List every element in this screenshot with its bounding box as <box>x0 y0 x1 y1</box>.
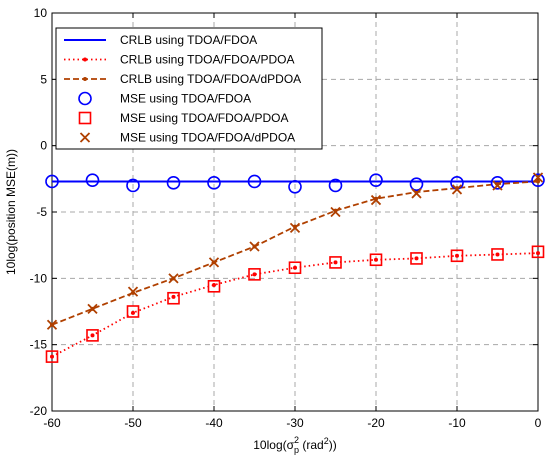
data-point-square <box>167 291 180 305</box>
data-point-circle <box>288 179 302 194</box>
series-4 <box>45 173 545 194</box>
data-point-dot <box>536 251 540 256</box>
x-tick-label: -20 <box>367 416 385 430</box>
data-point-square <box>248 268 261 281</box>
data-point-square <box>531 245 545 259</box>
series-6 <box>46 172 544 330</box>
data-point-circle <box>490 176 505 190</box>
legend-label: CRLB using TDOA/FDOA <box>120 33 257 47</box>
data-point-circle <box>126 178 140 193</box>
y-tick-label: -10 <box>30 271 48 285</box>
y-tick-label: -15 <box>30 338 48 352</box>
data-point-circle <box>409 177 424 191</box>
data-point-dot <box>414 256 419 261</box>
series-layer <box>45 172 545 363</box>
data-point-square <box>369 253 383 267</box>
legend-box <box>55 27 323 150</box>
data-point-dot <box>83 77 87 81</box>
data-point-dot <box>83 57 87 62</box>
y-tick-label: -5 <box>36 205 47 219</box>
legend-label: CRLB using TDOA/FDOA/PDOA <box>120 53 295 67</box>
data-point-circle <box>78 91 92 106</box>
data-point-x <box>46 319 58 330</box>
grid-lines <box>52 13 538 411</box>
data-point-x <box>127 286 139 297</box>
legend-item: CRLB using TDOA/FDOA/PDOA <box>64 53 295 67</box>
data-point-dot <box>171 294 176 299</box>
x-tick-label: 0 <box>535 416 542 430</box>
data-point-dot <box>333 260 338 265</box>
data-point-circle <box>369 173 383 187</box>
data-point-x <box>87 303 98 314</box>
data-point-square <box>491 248 504 261</box>
data-point-circle <box>247 174 262 189</box>
y-tick-label: -20 <box>30 404 48 418</box>
x-axis-label-text: 10log(σp2 (rad2)) <box>253 435 337 455</box>
data-point-dot <box>252 272 257 277</box>
y-tick-label: 0 <box>40 139 47 153</box>
series-2 <box>50 251 540 359</box>
data-point-x <box>411 188 422 199</box>
data-point-square <box>86 329 99 342</box>
x-axis-label: 10log(σp2 (rad2)) <box>253 435 337 455</box>
legend-item: MSE using TDOA/FDOA/PDOA <box>78 111 289 125</box>
data-point-square <box>78 111 92 125</box>
data-point-dot <box>374 257 378 262</box>
series-5 <box>45 245 545 363</box>
data-point-circle <box>85 173 100 187</box>
data-point-dot <box>455 253 459 258</box>
data-point-x <box>451 184 463 195</box>
data-point-square <box>288 261 302 275</box>
data-point-dot <box>90 333 95 338</box>
data-point-circle <box>166 176 181 190</box>
x-tick-label: -10 <box>448 416 466 430</box>
y-tick-label: 10 <box>34 6 48 20</box>
y-axis: -20 -15 -10 -5 0 5 10 <box>30 6 538 418</box>
data-point-x <box>208 257 220 268</box>
data-point-x <box>168 273 179 284</box>
legend-label: CRLB using TDOA/FDOA/dPDOA <box>120 72 301 86</box>
legend-label: MSE using TDOA/FDOA/PDOA <box>120 111 289 125</box>
data-point-x <box>492 180 503 191</box>
data-point-square <box>410 252 423 265</box>
data-point-x <box>79 132 91 143</box>
x-tick-label: -40 <box>205 416 223 430</box>
data-point-circle <box>328 178 343 193</box>
data-point-x <box>330 206 341 218</box>
data-point-x <box>249 241 260 252</box>
data-point-dot <box>495 252 500 257</box>
data-point-circle <box>45 174 59 189</box>
data-point-dot <box>131 310 135 315</box>
legend: CRLB using TDOA/FDOA CRLB using TDOA/FDOA… <box>55 27 323 150</box>
legend-label: MSE using TDOA/FDOA <box>120 92 251 106</box>
x-tick-label: -60 <box>43 416 61 430</box>
data-point-x <box>532 172 544 183</box>
data-point-square <box>329 256 342 269</box>
data-point-circle <box>531 173 545 187</box>
data-point-dot <box>212 282 216 287</box>
data-point-dot <box>50 354 54 359</box>
x-tick-label: -30 <box>286 416 304 430</box>
legend-item: CRLB using TDOA/FDOA/dPDOA <box>64 72 301 86</box>
data-point-square <box>126 305 140 318</box>
data-point-square <box>207 279 221 293</box>
data-point-square <box>45 350 59 363</box>
y-axis-label: 10log(position MSE(m)) <box>4 149 18 275</box>
legend-item: MSE using TDOA/FDOA <box>78 91 251 106</box>
data-point-square <box>450 249 464 263</box>
legend-item: MSE using TDOA/FDOA/dPDOA <box>79 131 295 145</box>
data-point-circle <box>207 176 221 190</box>
data-point-x <box>370 194 382 206</box>
data-point-x <box>289 222 301 234</box>
legend-label: MSE using TDOA/FDOA/dPDOA <box>120 131 295 145</box>
x-axis: -60 -50 -40 -30 -20 -10 0 <box>43 13 542 430</box>
data-point-dot <box>293 265 297 270</box>
x-tick-label: -50 <box>124 416 142 430</box>
legend-item: CRLB using TDOA/FDOA <box>64 33 257 47</box>
data-point-dot <box>536 179 540 184</box>
y-tick-label: 5 <box>40 72 47 86</box>
